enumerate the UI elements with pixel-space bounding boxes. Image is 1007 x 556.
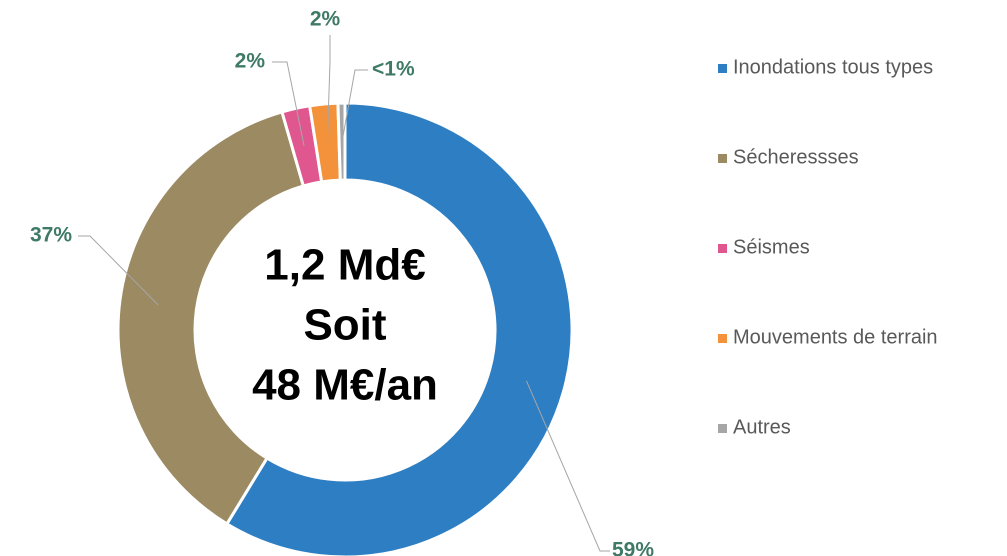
data-label: <1% (372, 58, 415, 81)
leader-line (272, 61, 305, 147)
leader-line (326, 35, 331, 143)
center-text: 48 M€/an (252, 361, 438, 410)
data-label: 2% (310, 8, 341, 31)
data-label: 59% (612, 539, 654, 556)
donut-slice (116, 110, 306, 526)
legend-swatch (718, 244, 727, 253)
legend-swatch (718, 334, 727, 343)
leader-line (341, 69, 368, 142)
leader-line (78, 235, 159, 306)
legend-label: Sécheressses (733, 146, 859, 168)
legend-swatch (718, 424, 727, 433)
legend-label: Autres (733, 416, 791, 438)
legend-label: Inondations tous types (733, 56, 933, 78)
data-label: 37% (30, 224, 72, 247)
leader-line (526, 380, 610, 552)
legend-swatch (718, 64, 727, 73)
legend-swatch (718, 154, 727, 163)
center-text: 1,2 Md€ (264, 241, 425, 290)
data-label: 2% (235, 50, 266, 73)
donut-slice (336, 101, 347, 182)
legend-label: Séismes (733, 236, 810, 258)
center-text: Soit (303, 301, 386, 350)
legend-label: Mouvements de terrain (733, 326, 938, 348)
donut-slice (224, 101, 574, 556)
